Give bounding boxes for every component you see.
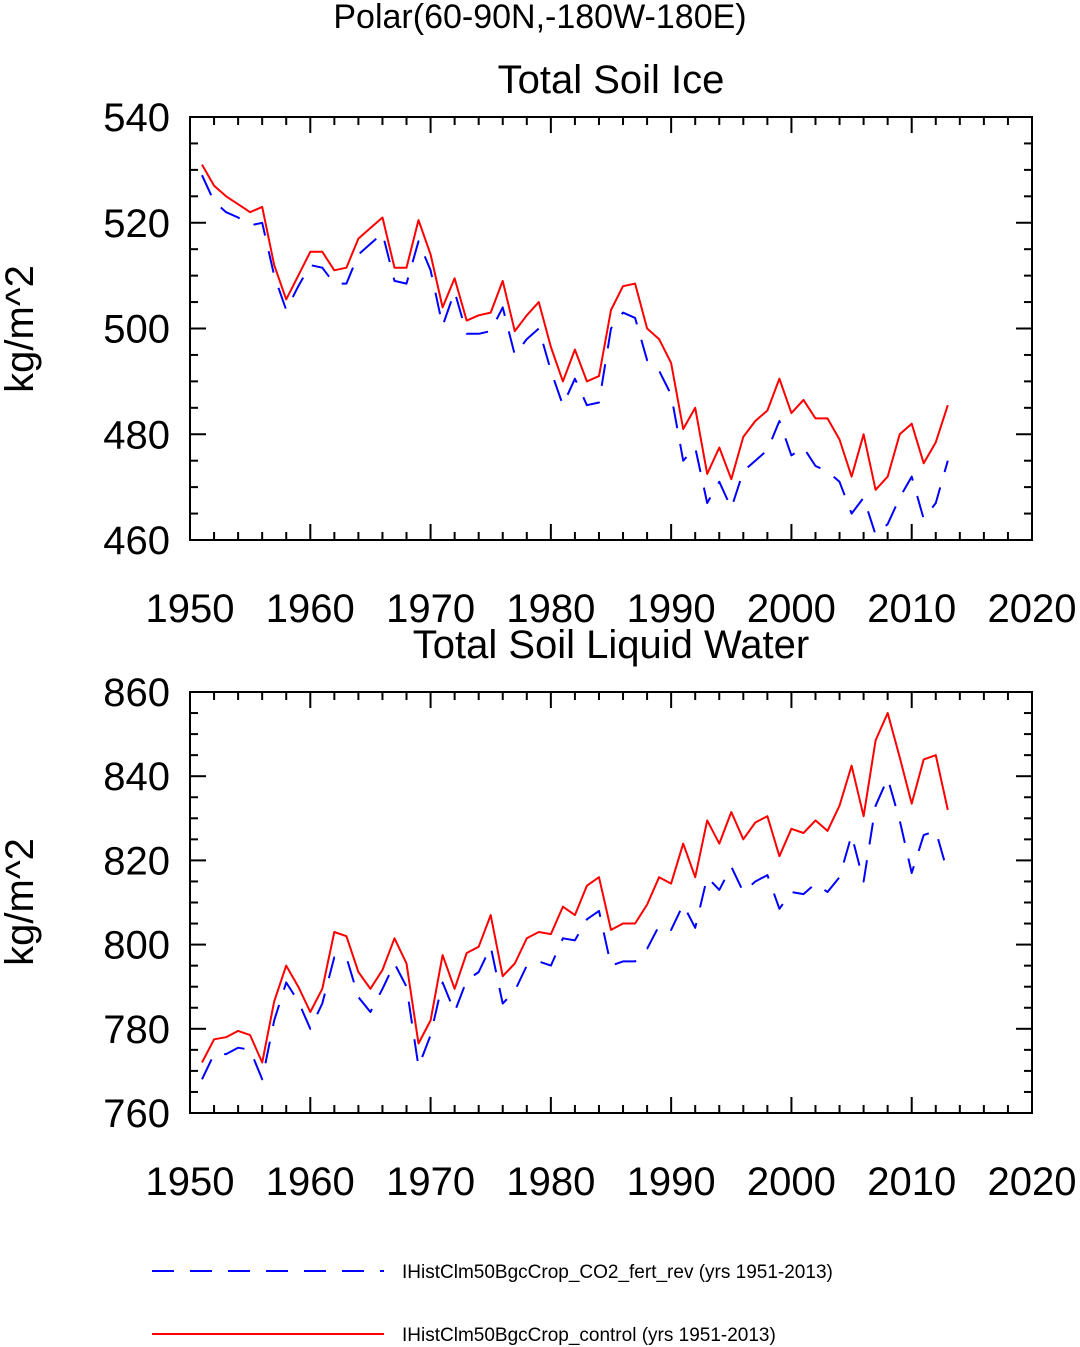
x-tick-label: 1990: [627, 1160, 716, 1204]
figure-title: Polar(60-90N,-180W-180E): [333, 0, 746, 36]
series-line-control: [201, 712, 949, 1064]
y-tick-label: 520: [103, 202, 170, 246]
x-tick-label: 2010: [867, 1160, 956, 1204]
y-tick-label: 860: [103, 671, 170, 715]
legend-label: IHistClm50BgcCrop_CO2_fert_rev (yrs 1951…: [402, 1262, 833, 1283]
x-tick-label: 1970: [386, 1160, 475, 1204]
y-tick-label: 500: [103, 308, 170, 352]
legend: IHistClm50BgcCrop_CO2_fert_rev (yrs 1951…: [152, 1262, 833, 1346]
chart-title: Total Soil Liquid Water: [413, 623, 809, 667]
legend-item: IHistClm50BgcCrop_CO2_fert_rev (yrs 1951…: [152, 1262, 833, 1283]
y-tick-label: 540: [103, 96, 170, 140]
x-tick-label: 1980: [506, 587, 595, 631]
x-tick-label: 2010: [867, 587, 956, 631]
x-tick-label: 1960: [266, 1160, 355, 1204]
y-axis-label: kg/m^2: [0, 265, 42, 393]
x-tick-label: 2000: [747, 587, 836, 631]
x-tick-label: 1980: [506, 1160, 595, 1204]
series-line-control: [201, 164, 949, 491]
chart-panel-total-soil-ice: Total Soil Ice kg/m^2 1950 1960 1970 1980 19…: [0, 58, 1076, 631]
x-tick-label: 2020: [988, 587, 1077, 631]
series-lines: [201, 712, 949, 1081]
y-tick-label: 820: [103, 839, 170, 883]
x-tick-label: 1960: [266, 587, 355, 631]
x-tick-label: 2000: [747, 1160, 836, 1204]
tick-labels: 1950 1960 1970 1980 1990 2000 2010 2020 460 480 50…: [103, 96, 1076, 631]
chart-panel-total-soil-liquid-water: Total Soil Liquid Water kg/m^2 1950 1960 1…: [0, 623, 1076, 1204]
series-line-co2-fert-rev: [201, 777, 949, 1081]
tick-labels: 1950 1960 1970 1980 1990 2000 2010 2020 760 780 80…: [103, 671, 1076, 1204]
y-tick-label: 760: [103, 1092, 170, 1136]
y-tick-label: 460: [103, 519, 170, 563]
legend-label: IHistClm50BgcCrop_control (yrs 1951-2013…: [402, 1325, 776, 1346]
x-tick-label: 1970: [386, 587, 475, 631]
y-tick-label: 480: [103, 413, 170, 457]
axes: [189, 691, 1033, 1114]
x-tick-label: 1950: [146, 587, 235, 631]
x-tick-label: 1950: [146, 1160, 235, 1204]
legend-item: IHistClm50BgcCrop_control (yrs 1951-2013…: [152, 1325, 776, 1346]
y-axis-label: kg/m^2: [0, 838, 42, 966]
x-tick-label: 2020: [988, 1160, 1077, 1204]
plot-frame: [189, 691, 1033, 1114]
series-line-co2-fert-rev: [201, 174, 949, 536]
y-tick-label: 800: [103, 924, 170, 968]
series-lines: [201, 164, 949, 536]
y-tick-label: 840: [103, 755, 170, 799]
x-tick-label: 1990: [627, 587, 716, 631]
axes: [189, 116, 1033, 541]
chart-title: Total Soil Ice: [498, 58, 725, 102]
y-tick-label: 780: [103, 1008, 170, 1052]
